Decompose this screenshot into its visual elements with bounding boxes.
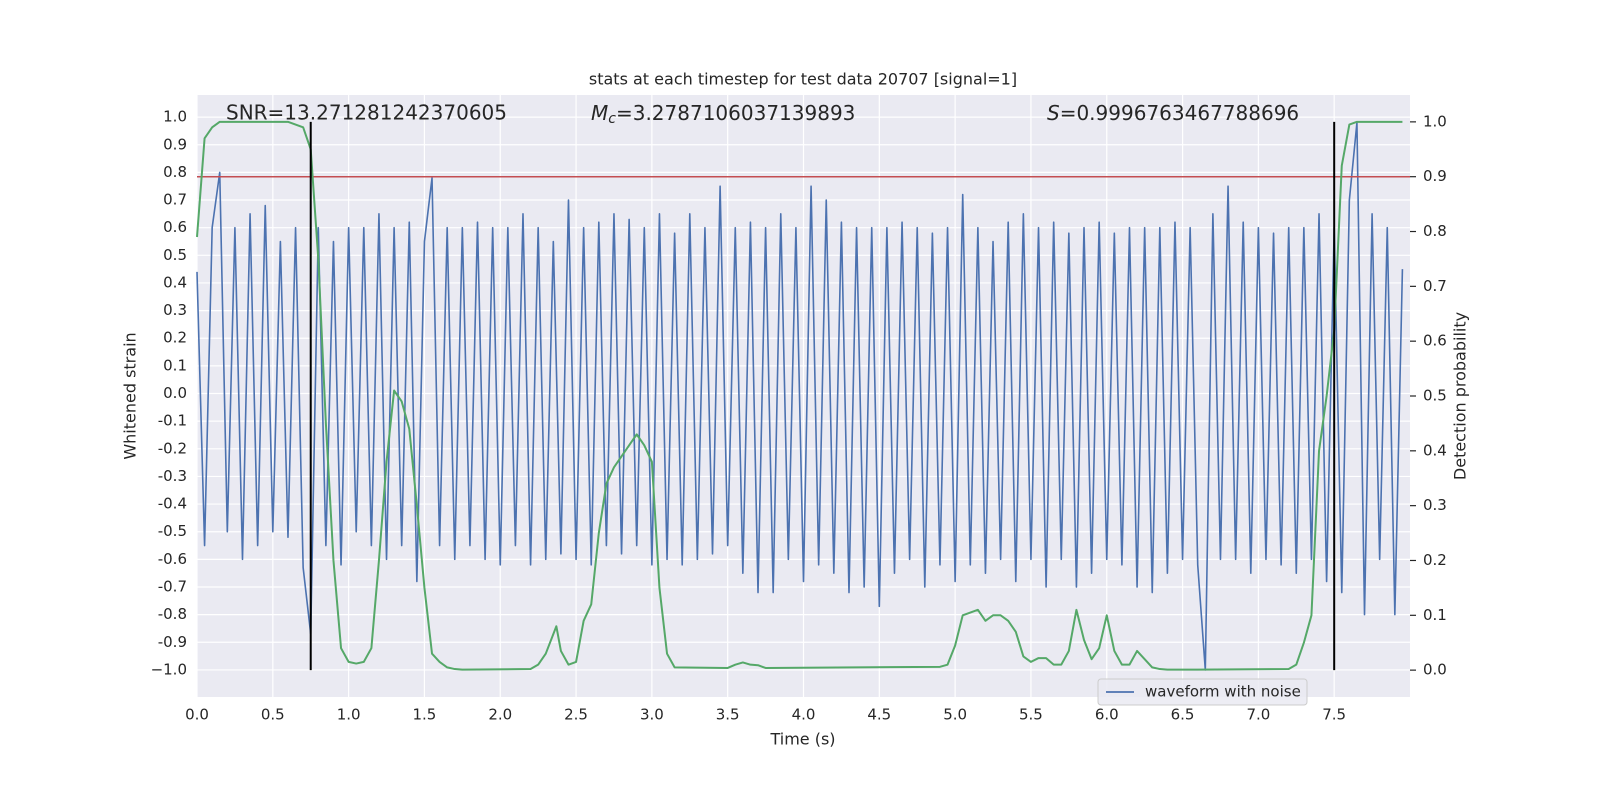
y-tick-label: 0.6 [163,218,187,236]
symbol: M [591,101,608,125]
x-tick-label: 1.0 [337,706,361,724]
y2-tick-label: 0.0 [1423,661,1447,679]
y2-tick-label: 0.3 [1423,496,1447,514]
y-tick-label: -0.2 [158,439,187,457]
chart-title: stats at each timestep for test data 207… [589,70,1017,89]
y-tick-label: -0.8 [158,605,187,623]
y-tick-label: 0.9 [163,135,187,153]
x-axis-label: Time (s) [769,730,835,749]
x-tick-label: 3.5 [716,706,740,724]
y-tick-label: −1.0 [151,660,187,678]
x-tick-label: 0.0 [185,706,209,724]
legend-label: waveform with noise [1145,683,1301,701]
x-tick-label: 2.5 [564,706,588,724]
x-tick-label: 5.5 [1019,706,1043,724]
y-tick-label: 0.3 [163,301,187,319]
y-tick-label: 1.0 [163,108,187,126]
y2-tick-label: 0.1 [1423,606,1447,624]
probability-line [196,120,1403,671]
y2-tick-label: 1.0 [1423,112,1447,130]
y2-tick-label: 0.9 [1423,167,1447,185]
symbol: S [1047,101,1060,125]
x-tick-label: 7.5 [1322,706,1346,724]
marks [196,120,1410,671]
annotation: Mc=3.2787106037139893 [591,101,855,128]
y2-tick-label: 0.4 [1423,441,1447,459]
x-tick-label: 1.5 [413,706,437,724]
y-axis-label: Whitened strain [121,332,140,459]
annotation-text: =0.9996763467788696 [1060,101,1299,125]
y2-tick-label: 0.8 [1423,222,1447,240]
x-tick-label: 0.5 [261,706,285,724]
y-tick-label: 0.1 [163,356,187,374]
y2-tick-label: 0.5 [1423,387,1447,405]
y-tick-label: -0.7 [158,577,187,595]
annotation-text: =3.2787106037139893 [616,101,855,125]
y-tick-label: -0.4 [158,495,187,513]
x-tick-label: 6.5 [1171,706,1195,724]
legend-box [1097,678,1308,706]
y-tick-label: -0.9 [158,633,187,651]
x-tick-label: 5.0 [943,706,967,724]
annotation: S=0.9996763467788696 [1047,101,1299,125]
annotation: SNR=13.271281242370605 [226,101,507,125]
subscript: c [608,111,616,127]
x-tick-label: 2.0 [488,706,512,724]
y-tick-label: 0.0 [163,384,187,402]
y-tick-label: 0.8 [163,163,187,181]
x-tick-label: 7.0 [1246,706,1270,724]
x-tick-label: 6.0 [1095,706,1119,724]
y-tick-label: 0.2 [163,329,187,347]
y2-axis-label: Detection probability [1451,312,1470,480]
y2-tick-label: 0.2 [1423,551,1447,569]
x-tick-label: 4.5 [867,706,891,724]
grid [196,95,1410,697]
y-tick-label: 0.5 [163,246,187,264]
y-tick-label: -0.6 [158,550,187,568]
y2-tick-label: 0.6 [1423,332,1447,350]
x-tick-label: 3.0 [640,706,664,724]
y-tick-label: -0.5 [158,522,187,540]
y2-tick-label: 0.7 [1423,277,1447,295]
y-tick-label: 0.7 [163,191,187,209]
y-tick-label: -0.1 [158,412,187,430]
x-tick-label: 4.0 [792,706,816,724]
y-tick-label: 0.4 [163,273,187,291]
waveform-line [196,121,1404,671]
y-tick-label: -0.3 [158,467,187,485]
